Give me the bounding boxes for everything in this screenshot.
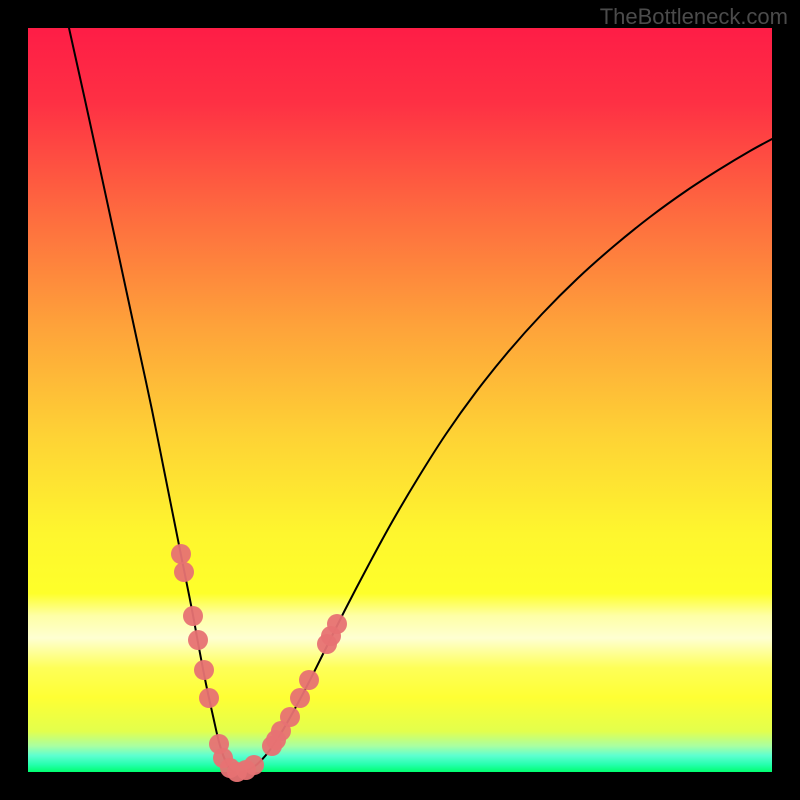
chart-wrapper: TheBottleneck.com — [0, 0, 800, 800]
data-marker — [174, 562, 194, 582]
data-marker — [183, 606, 203, 626]
data-marker — [194, 660, 214, 680]
data-marker — [290, 688, 310, 708]
data-marker — [327, 614, 347, 634]
data-marker — [188, 630, 208, 650]
data-marker — [171, 544, 191, 564]
source-attribution: TheBottleneck.com — [600, 4, 788, 30]
bottleneck-curve-chart — [0, 0, 800, 800]
data-marker — [299, 670, 319, 690]
data-marker — [244, 755, 264, 775]
plot-background — [28, 28, 772, 772]
data-marker — [199, 688, 219, 708]
data-marker — [280, 707, 300, 727]
